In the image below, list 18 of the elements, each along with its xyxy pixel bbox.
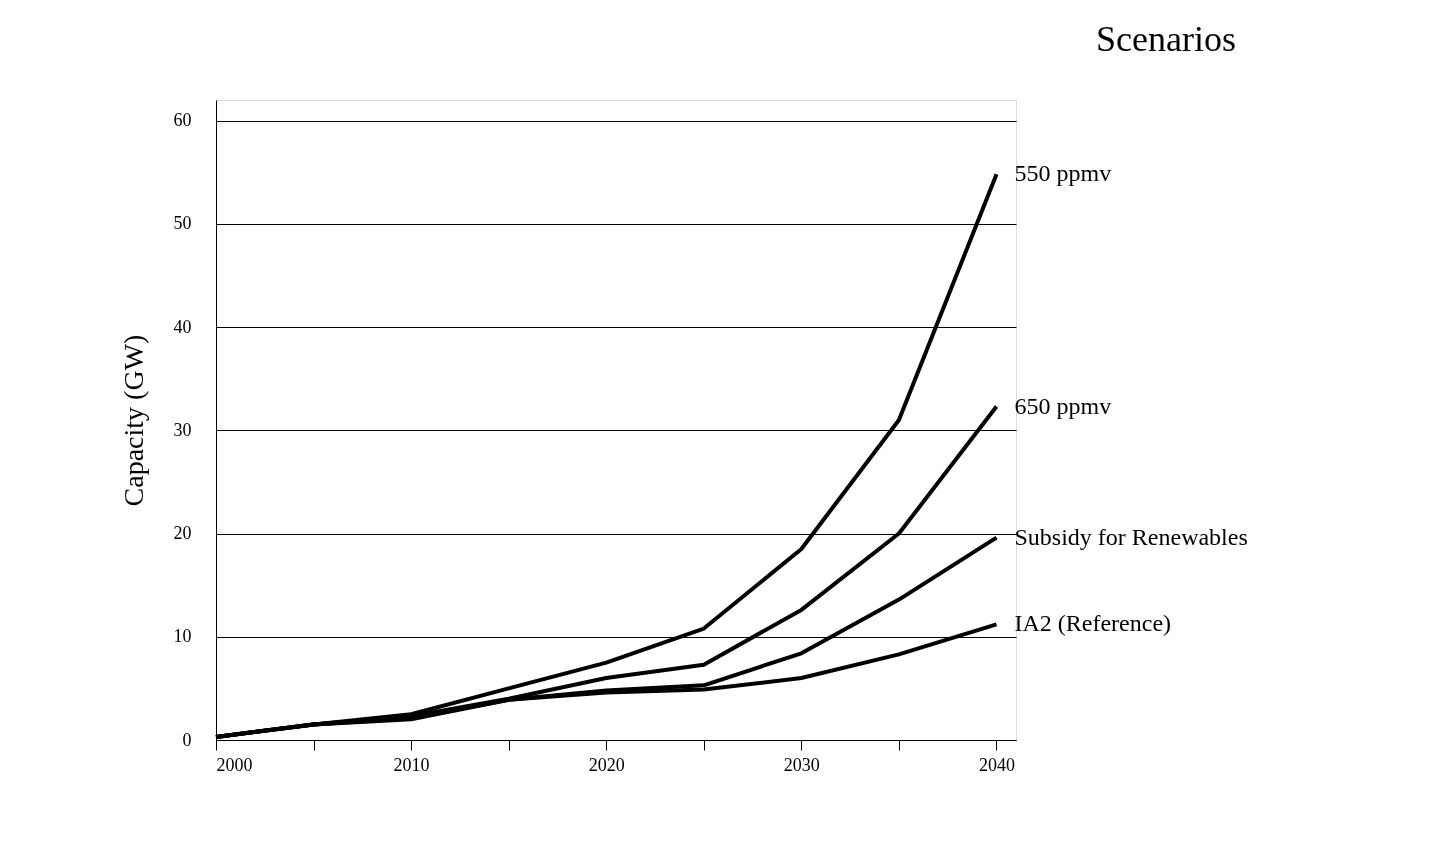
y-tick-label: 10 xyxy=(173,626,192,647)
y-axis-title: Capacity (GW) xyxy=(117,334,149,507)
series-label: 550 ppmv xyxy=(1014,160,1112,187)
y-tick-label: 0 xyxy=(182,729,192,750)
series-label: 650 ppmv xyxy=(1014,392,1112,419)
series-label: Subsidy for Renewables xyxy=(1014,523,1248,550)
y-tick-label: 20 xyxy=(173,523,192,544)
x-tick-label: 2000 xyxy=(216,754,253,775)
x-tick-label: 2010 xyxy=(393,754,430,775)
y-tick-label: 60 xyxy=(173,110,192,131)
x-tick-label: 2040 xyxy=(978,754,1015,775)
x-tick-label: 2020 xyxy=(588,754,625,775)
x-tick-label: 2030 xyxy=(783,754,820,775)
legend-title: Scenarios xyxy=(1096,19,1236,59)
series-label: IA2 (Reference) xyxy=(1014,610,1172,637)
y-tick-label: 40 xyxy=(173,316,192,337)
y-tick-label: 50 xyxy=(173,213,192,234)
y-tick-label: 30 xyxy=(173,419,192,440)
